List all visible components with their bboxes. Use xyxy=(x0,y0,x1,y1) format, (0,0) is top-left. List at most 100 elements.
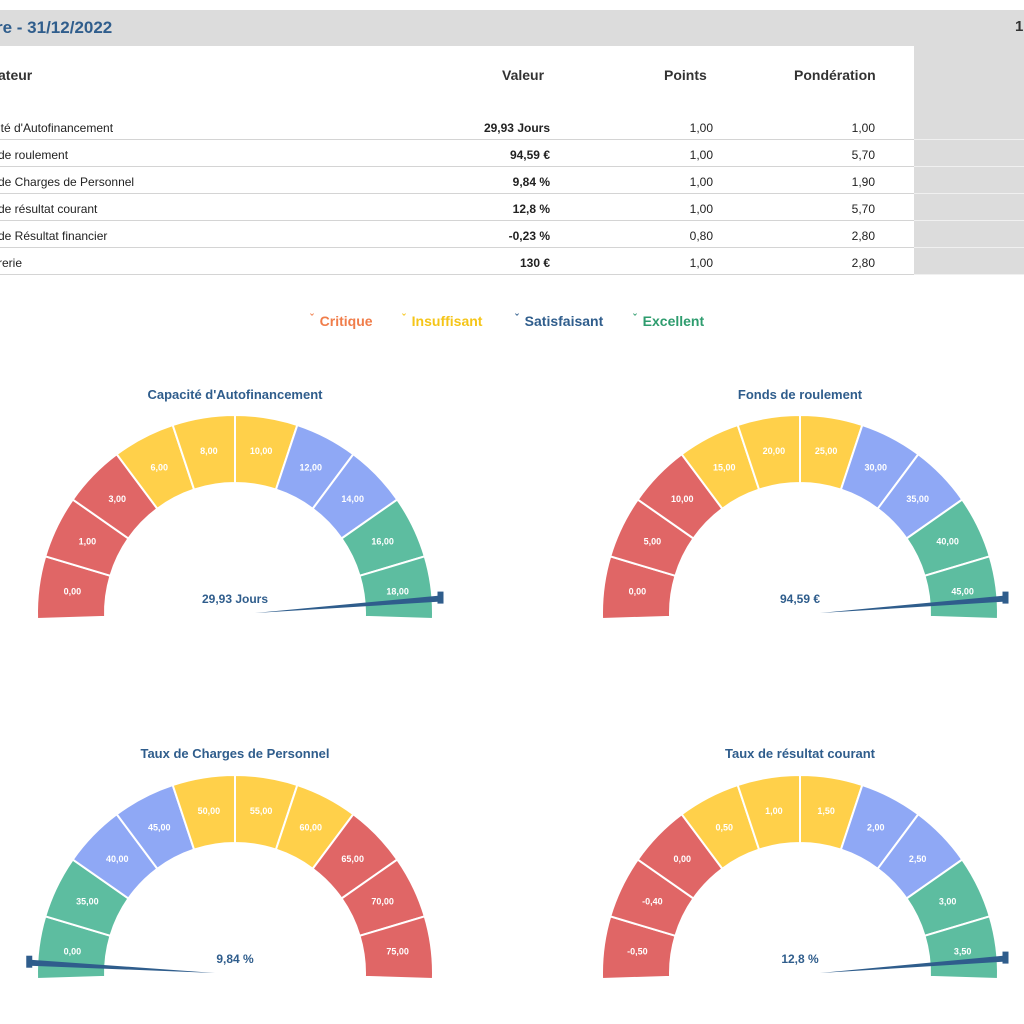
legend-label: Excellent xyxy=(642,313,705,329)
gauge-value-label: 9,84 % xyxy=(216,952,254,966)
gauge-tick-label: 0,00 xyxy=(64,947,82,957)
gauge-tick-label: 14,00 xyxy=(341,494,364,504)
gauge-needle-marker xyxy=(437,591,444,604)
table-row[interactable]: de Résultat financier -0,23 % 0,80 2,80 xyxy=(0,221,1024,248)
indicator-name: de Charges de Personnel xyxy=(0,175,135,189)
gauge-tick-label: 45,00 xyxy=(951,587,974,597)
gauge: -0,50 -0,40 0,00 0,50 1,00 1,50 2,00 2,50 3,00 3,… xyxy=(601,773,1009,980)
gauge: 0,00 1,00 3,00 6,00 8,00 10,00 12,00 14,00 16,00… xyxy=(36,413,444,620)
table-row[interactable]: ité d'Autofinancement 29,93 Jours 1,00 1,00 xyxy=(0,113,1024,140)
gauge-tick-label: 10,00 xyxy=(250,446,273,456)
gauge-needle xyxy=(255,595,440,613)
gauge-tick-label: 0,00 xyxy=(64,587,82,597)
gauge-tick-label: 0,00 xyxy=(674,854,692,864)
gauge-tick-label: 6,00 xyxy=(150,463,168,473)
gauge: 0,00 5,00 10,00 15,00 20,00 25,00 30,00 35,00 40… xyxy=(601,413,1009,620)
legend-marker-icon: ˇ xyxy=(515,313,519,325)
gauge-tick-label: 18,00 xyxy=(386,587,409,597)
gauge-title: Taux de résultat courant xyxy=(724,746,875,761)
indicator-name: de résultat courant xyxy=(0,202,98,216)
side-panel xyxy=(914,46,1024,274)
gauge-tick-label: 45,00 xyxy=(148,823,171,833)
row-divider xyxy=(0,274,914,275)
indicator-weight: 2,80 xyxy=(851,229,875,243)
indicator-value: 9,84 % xyxy=(512,175,550,189)
indicator-value: -0,23 % xyxy=(508,229,550,243)
gauge-tick-label: 2,00 xyxy=(867,823,885,833)
table-row[interactable]: de résultat courant 12,8 % 1,00 5,70 xyxy=(0,194,1024,221)
indicator-weight: 1,00 xyxy=(851,121,875,135)
legend-marker-icon: ˇ xyxy=(402,313,406,325)
indicator-value: 29,93 Jours xyxy=(483,121,550,135)
gauge-segment xyxy=(358,915,434,980)
gauge-needle xyxy=(820,955,1005,973)
gauge-tick-label: 70,00 xyxy=(371,897,394,907)
gauge-tick-label: 55,00 xyxy=(250,806,273,816)
column-header-weight: Pondération xyxy=(794,67,876,83)
row-divider xyxy=(0,166,914,167)
legend-item-excellent[interactable]: ˇ Excellent xyxy=(633,313,704,329)
gauge-title: Fonds de roulement xyxy=(737,387,863,402)
row-divider-panel xyxy=(914,166,1024,167)
gauge-tick-label: 8,00 xyxy=(200,446,218,456)
gauge-tick-label: 65,00 xyxy=(341,854,364,864)
legend-label: Satisfaisant xyxy=(524,313,604,329)
gauge-tick-label: 12,00 xyxy=(300,463,323,473)
indicator-points: 1,00 xyxy=(689,202,713,216)
row-divider-panel xyxy=(914,247,1024,248)
indicator-points: 1,00 xyxy=(689,175,713,189)
table-row[interactable]: rerie 130 € 1,00 2,80 xyxy=(0,248,1024,275)
gauge-tick-label: 10,00 xyxy=(671,494,694,504)
gauge-needle-marker xyxy=(1002,951,1009,964)
table-row[interactable]: de roulement 94,59 € 1,00 5,70 xyxy=(0,140,1024,167)
gauge-tick-label: 16,00 xyxy=(371,537,394,547)
legend-marker-icon: ˇ xyxy=(633,313,637,325)
legend-item-critique[interactable]: ˇ Critique xyxy=(310,313,373,329)
gauge-tick-label: 3,50 xyxy=(954,947,972,957)
indicator-weight: 1,90 xyxy=(851,175,875,189)
gauge-title: Taux de Charges de Personnel xyxy=(140,746,330,761)
gauge-tick-label: 35,00 xyxy=(76,897,99,907)
gauge-value-label: 12,8 % xyxy=(781,952,819,966)
header-right-text: 1 xyxy=(1015,18,1024,35)
header-bar xyxy=(0,10,1024,46)
gauge-tick-label: 2,50 xyxy=(909,854,927,864)
gauge-tick-label: 40,00 xyxy=(936,537,959,547)
indicator-points: 1,00 xyxy=(689,256,713,270)
indicator-value: 94,59 € xyxy=(509,148,550,162)
gauge-tick-label: 0,00 xyxy=(629,587,647,597)
gauge-needle xyxy=(820,595,1005,613)
indicator-name: de roulement xyxy=(0,148,69,162)
gauge-value-label: 29,93 Jours xyxy=(202,592,268,606)
row-divider-panel xyxy=(914,139,1024,140)
row-divider-panel xyxy=(914,274,1024,275)
row-divider xyxy=(0,193,914,194)
gauge-tick-label: -0,40 xyxy=(642,897,663,907)
indicator-points: 0,80 xyxy=(689,229,713,243)
gauge-tick-label: 30,00 xyxy=(865,463,888,473)
gauge-tick-label: 15,00 xyxy=(713,463,736,473)
gauge-tick-label: -0,50 xyxy=(627,947,648,957)
gauge-tick-label: 0,50 xyxy=(715,823,733,833)
legend-item-satisfaisant[interactable]: ˇ Satisfaisant xyxy=(515,313,603,329)
row-divider xyxy=(0,220,914,221)
indicator-value: 12,8 % xyxy=(512,202,550,216)
table-row[interactable]: de Charges de Personnel 9,84 % 1,00 1,90 xyxy=(0,167,1024,194)
legend-label: Insuffisant xyxy=(411,313,483,329)
gauge-tick-label: 25,00 xyxy=(815,446,838,456)
legend-item-insuffisant[interactable]: ˇ Insuffisant xyxy=(402,313,482,329)
column-header-indicator: ateur xyxy=(0,67,33,83)
indicator-points: 1,00 xyxy=(689,121,713,135)
legend-marker-icon: ˇ xyxy=(310,313,314,325)
gauge-tick-label: 40,00 xyxy=(106,854,129,864)
indicator-points: 1,00 xyxy=(689,148,713,162)
gauge-tick-label: 35,00 xyxy=(906,494,929,504)
gauge-tick-label: 5,00 xyxy=(644,537,662,547)
gauge-tick-label: 60,00 xyxy=(300,823,323,833)
gauge-value-label: 94,59 € xyxy=(780,592,820,606)
legend-label: Critique xyxy=(319,313,373,329)
gauge-tick-label: 1,50 xyxy=(817,806,835,816)
gauge-needle-marker xyxy=(1002,591,1009,604)
indicator-value: 130 € xyxy=(519,256,550,270)
row-divider xyxy=(0,247,914,248)
